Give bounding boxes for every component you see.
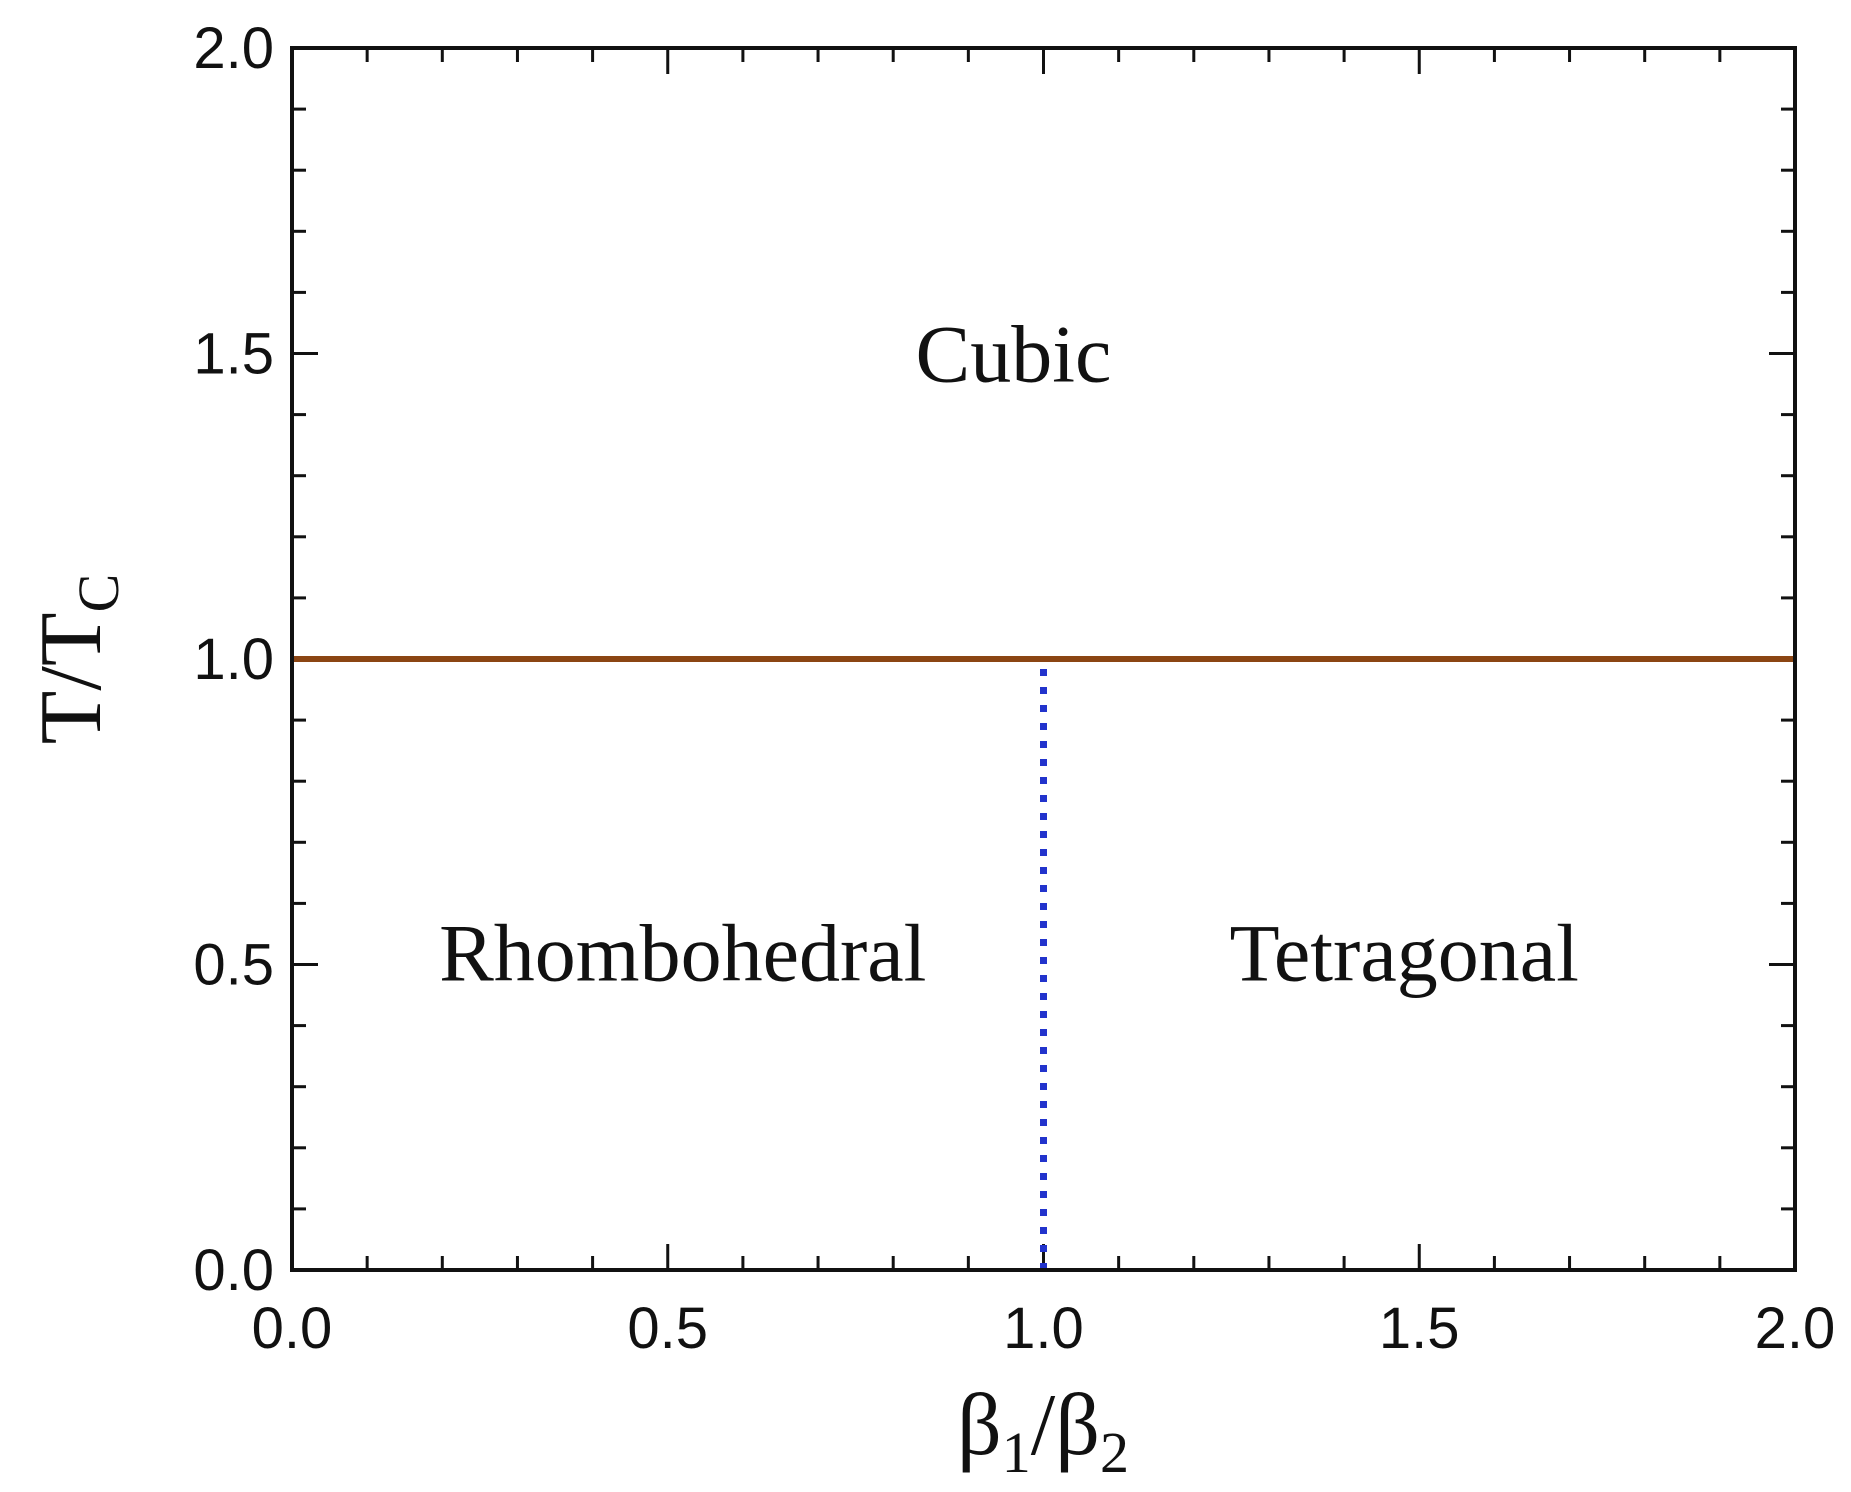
region-labels: Cubic Rhombohedral Tetragonal bbox=[439, 309, 1579, 999]
x-axis-title: β1/β2 bbox=[957, 1377, 1129, 1485]
x-tick-label: 2.0 bbox=[1755, 1296, 1836, 1361]
x-tick-label: 1.5 bbox=[1379, 1296, 1460, 1361]
y-tick-label: 1.5 bbox=[193, 322, 274, 387]
x-tick-label: 0.5 bbox=[627, 1296, 708, 1361]
y-axis-title: T/TC bbox=[23, 574, 131, 745]
y-tick-label: 1.0 bbox=[193, 627, 274, 692]
y-tick-label: 0.5 bbox=[193, 933, 274, 998]
plot-frame bbox=[290, 46, 1797, 1272]
x-tick-label: 1.0 bbox=[1003, 1296, 1084, 1361]
series-group bbox=[292, 656, 1795, 1270]
x-tick-label: 0.0 bbox=[252, 1296, 333, 1361]
region-label-cubic: Cubic bbox=[916, 309, 1112, 400]
y-tick-label: 0.0 bbox=[193, 1238, 274, 1303]
region-label-tetragonal: Tetragonal bbox=[1230, 907, 1579, 998]
x-tick-labels: 0.0 0.5 1.0 1.5 2.0 bbox=[252, 1296, 1836, 1361]
region-label-rhombohedral: Rhombohedral bbox=[439, 907, 926, 998]
y-tick-labels: 0.0 0.5 1.0 1.5 2.0 bbox=[193, 16, 274, 1303]
y-tick-label: 2.0 bbox=[193, 16, 274, 81]
